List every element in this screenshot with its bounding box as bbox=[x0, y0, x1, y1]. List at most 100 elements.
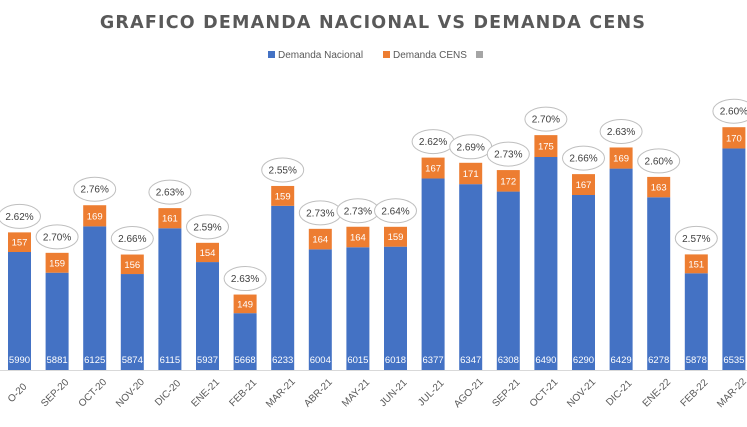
data-label-cens: 157 bbox=[12, 238, 28, 249]
x-tick-label: DIC-20 bbox=[153, 378, 183, 408]
data-label-cens: 159 bbox=[275, 191, 291, 202]
ratio-label: 2.70% bbox=[43, 232, 71, 243]
data-label-cens: 161 bbox=[162, 214, 178, 225]
bar-group: 5878 151 2.57% bbox=[674, 225, 718, 370]
ratio-label: 2.66% bbox=[118, 234, 146, 245]
bar-group: 5874 156 2.66% bbox=[110, 226, 154, 370]
bar-demanda-nacional bbox=[534, 157, 558, 370]
ratio-callout bbox=[712, 98, 747, 124]
bar-demanda-nacional bbox=[346, 247, 370, 370]
data-label-cens: 164 bbox=[350, 233, 366, 244]
ratio-label: 2.59% bbox=[193, 222, 221, 233]
data-label-nacional: 6115 bbox=[160, 355, 180, 366]
data-label-nacional: 5937 bbox=[197, 355, 218, 366]
x-tick-label: JUN-21 bbox=[378, 377, 410, 409]
ratio-callout bbox=[374, 198, 417, 224]
bar-demanda-nacional bbox=[308, 249, 332, 370]
bar-demanda-nacional bbox=[496, 191, 520, 370]
data-label-cens: 175 bbox=[538, 142, 554, 153]
bar-demanda-cens bbox=[684, 254, 708, 274]
x-tick-label: ENE-21 bbox=[189, 377, 222, 410]
bar-demanda-nacional bbox=[196, 262, 219, 370]
bar-group: 6125 169 2.76% bbox=[73, 176, 117, 370]
x-tick-label: SEP-21 bbox=[490, 377, 522, 409]
bar-demanda-nacional bbox=[8, 252, 31, 370]
data-label-cens: 154 bbox=[200, 248, 216, 259]
x-tick-label: SEP-20 bbox=[39, 377, 71, 409]
bar-group: 6115 161 2.63% bbox=[148, 179, 192, 370]
bar-group: 6290 167 2.66% bbox=[562, 145, 605, 370]
data-label-nacional: 5990 bbox=[9, 355, 30, 366]
bar-demanda-nacional bbox=[158, 228, 182, 370]
ratio-label: 2.63% bbox=[156, 188, 184, 199]
bar-demanda-cens bbox=[271, 185, 295, 206]
bar-demanda-nacional bbox=[45, 272, 69, 370]
bar-demanda-cens bbox=[572, 174, 595, 195]
bar-demanda-nacional bbox=[421, 178, 445, 370]
ratio-label: 2.62% bbox=[5, 212, 33, 223]
x-tick-label: OCT-21 bbox=[528, 377, 561, 410]
bar-demanda-nacional bbox=[647, 197, 671, 370]
bar-group: 6015 164 2.73% bbox=[336, 198, 380, 370]
x-tick-label: FEB-22 bbox=[679, 377, 711, 409]
data-label-cens: 159 bbox=[388, 232, 404, 243]
data-label-nacional: 6015 bbox=[347, 355, 368, 366]
ratio-label: 2.55% bbox=[269, 165, 297, 176]
bar-demanda-cens bbox=[346, 226, 370, 248]
x-tick-label: MAY-21 bbox=[340, 377, 372, 409]
bars-layer: 5990 157 2.62% 5881 159 2.70% 6125 169 2.76% 5874… bbox=[0, 98, 747, 370]
ratio-label: 2.60% bbox=[645, 156, 673, 167]
ratio-label: 2.69% bbox=[457, 142, 485, 153]
bar-demanda-cens bbox=[534, 135, 558, 157]
ratio-callout bbox=[0, 203, 41, 229]
bar-demanda-cens bbox=[120, 254, 144, 275]
data-label-cens: 169 bbox=[613, 154, 629, 165]
ratio-label: 2.73% bbox=[494, 150, 522, 161]
bar-demanda-nacional bbox=[384, 246, 407, 370]
x-tick-label: FEB-21 bbox=[227, 377, 259, 409]
bar-group: 5668 149 2.63% bbox=[223, 266, 267, 370]
bar-demanda-cens bbox=[647, 176, 671, 198]
x-tick-label: O-20 bbox=[6, 381, 30, 405]
data-label-cens: 149 bbox=[237, 299, 253, 310]
bar-demanda-nacional bbox=[83, 226, 107, 370]
bar-demanda-nacional bbox=[722, 148, 746, 370]
bar-group: 6490 175 2.70% bbox=[524, 106, 568, 370]
data-label-nacional: 6308 bbox=[498, 355, 519, 366]
chart-title: GRAFICO DEMANDA NACIONAL VS DEMANDA CENS bbox=[100, 13, 646, 33]
ratio-callout bbox=[261, 157, 305, 183]
ratio-callout bbox=[73, 176, 117, 202]
data-label-nacional: 6490 bbox=[535, 355, 556, 366]
data-label-cens: 159 bbox=[49, 258, 65, 269]
ratio-label: 2.73% bbox=[306, 208, 334, 219]
data-label-cens: 167 bbox=[576, 180, 592, 191]
bar-group: 6004 164 2.73% bbox=[298, 200, 342, 370]
data-label-cens: 167 bbox=[425, 164, 441, 175]
data-label-cens: 163 bbox=[651, 183, 667, 194]
data-label-nacional: 6018 bbox=[385, 355, 406, 366]
data-label-nacional: 6347 bbox=[460, 355, 481, 366]
bar-demanda-cens bbox=[308, 228, 332, 250]
data-label-nacional: 6535 bbox=[723, 355, 744, 366]
bar-demanda-cens bbox=[83, 205, 107, 227]
ratio-callout bbox=[637, 148, 681, 174]
bar-group: 6233 159 2.55% bbox=[261, 157, 305, 370]
bar-demanda-nacional bbox=[572, 195, 595, 370]
legend: Demanda Nacional Demanda CENS bbox=[268, 50, 483, 61]
legend-swatch-nacional bbox=[268, 51, 275, 58]
data-label-nacional: 6377 bbox=[423, 355, 444, 366]
ratio-callout bbox=[599, 118, 643, 144]
legend-label-nacional: Demanda Nacional bbox=[278, 50, 363, 61]
x-tick-label: MAR-22 bbox=[715, 376, 747, 410]
bar-demanda-nacional bbox=[684, 273, 708, 370]
bar-demanda-cens bbox=[8, 232, 31, 252]
ratio-callout bbox=[110, 226, 154, 252]
bar-demanda-cens bbox=[384, 226, 407, 247]
x-tick-label: AGO-21 bbox=[452, 376, 486, 410]
ratio-label: 2.63% bbox=[231, 274, 259, 285]
bar-group: 6018 159 2.64% bbox=[374, 198, 417, 370]
ratio-label: 2.73% bbox=[344, 206, 372, 217]
x-tick-label: ABR-21 bbox=[302, 377, 335, 410]
bar-demanda-cens bbox=[496, 170, 520, 192]
x-tick-labels: O-20 SEP-20 OCT-20 NOV-20 DIC-20 ENE-21 FEB-21… bbox=[6, 376, 747, 410]
